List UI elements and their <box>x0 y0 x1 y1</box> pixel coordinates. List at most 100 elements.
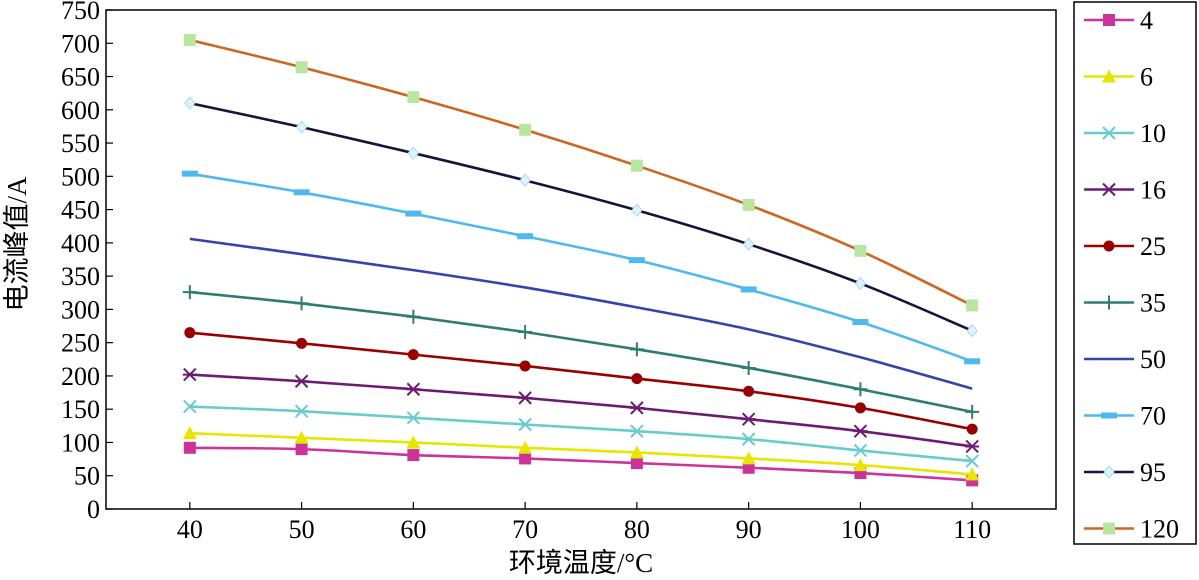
data-point <box>630 159 643 172</box>
legend-item: 6 <box>1084 63 1153 92</box>
data-point <box>853 424 868 438</box>
data-point <box>181 170 198 177</box>
data-point <box>629 445 644 459</box>
x-tick-label: 90 <box>736 515 762 544</box>
legend-label: 16 <box>1140 176 1166 205</box>
data-point <box>853 382 868 397</box>
legend-marker <box>1103 240 1115 252</box>
x-tick-label: 50 <box>289 515 315 544</box>
data-point <box>853 443 868 458</box>
x-tick-label: 40 <box>177 515 203 544</box>
x-tick-label: 80 <box>624 515 650 544</box>
data-point <box>295 61 308 74</box>
x-axis: 40 50 60 70 80 90 100 110 <box>177 502 991 544</box>
data-point <box>519 123 532 136</box>
data-point <box>965 404 980 419</box>
y-tick-label: 350 <box>61 262 100 291</box>
y-tick-label: 250 <box>61 329 100 358</box>
series-line <box>189 431 973 476</box>
data-point <box>966 323 978 338</box>
y-tick-label: 750 <box>61 0 100 25</box>
legend-marker <box>1101 412 1117 419</box>
data-point <box>294 430 309 444</box>
data-point <box>407 91 420 104</box>
x-axis-title: 环境温度/°C <box>509 548 653 578</box>
legend-label: 35 <box>1140 289 1166 318</box>
y-tick-label: 300 <box>61 295 100 324</box>
data-point <box>184 96 196 110</box>
data-point <box>407 449 420 462</box>
data-point <box>965 454 979 468</box>
legend-label: 4 <box>1140 6 1153 35</box>
series-6 <box>182 426 980 481</box>
data-point <box>628 257 645 264</box>
legend-marker <box>1103 522 1115 535</box>
data-point <box>742 461 755 474</box>
data-point <box>182 367 197 382</box>
data-point <box>965 439 980 454</box>
legend-box <box>1073 1 1197 545</box>
y-tick-label: 50 <box>74 462 100 491</box>
legend-item: 10 <box>1084 119 1166 148</box>
y-axis: 0 50 100 150 200 250 300 350 400 450 500 550 600 650 7… <box>61 0 113 524</box>
data-point <box>182 426 197 440</box>
data-point <box>184 327 196 339</box>
series-line <box>189 237 973 390</box>
data-point <box>740 286 757 293</box>
series-line <box>189 405 973 463</box>
data-point <box>183 399 197 414</box>
data-point <box>742 237 755 251</box>
data-point <box>966 299 979 312</box>
data-point <box>294 374 309 388</box>
legend-label: 10 <box>1140 119 1166 148</box>
legend-item: 50 <box>1084 345 1166 374</box>
data-point <box>294 296 309 311</box>
legend-item: 25 <box>1084 232 1166 261</box>
data-point <box>742 198 755 211</box>
y-tick-label: 450 <box>61 196 100 225</box>
legend-marker <box>1102 126 1116 140</box>
legend-label: 95 <box>1140 458 1166 487</box>
data-point <box>296 337 308 349</box>
y-tick-label: 550 <box>61 129 100 158</box>
legend-label: 70 <box>1140 402 1166 431</box>
data-point <box>518 391 533 405</box>
data-point <box>518 417 532 432</box>
series-line <box>189 172 973 363</box>
y-axis-title: 电流峰值/A <box>2 176 32 312</box>
data-point <box>631 203 643 218</box>
data-point <box>966 423 978 435</box>
legend-marker <box>1103 14 1115 26</box>
data-point <box>518 325 533 340</box>
legend-item: 120 <box>1084 515 1179 544</box>
series-line <box>189 331 973 431</box>
series-line <box>189 38 973 307</box>
legend-marker <box>1102 69 1116 83</box>
series-70 <box>181 170 981 365</box>
data-point <box>182 285 197 300</box>
data-point <box>183 33 196 46</box>
legend-item: 16 <box>1084 176 1166 205</box>
legend: 4 6 10 16 25 35 50 70 95 120 <box>1084 6 1179 544</box>
y-tick-label: 400 <box>61 229 100 258</box>
y-tick-label: 600 <box>61 96 100 125</box>
data-point <box>293 189 310 196</box>
x-tick-label: 60 <box>400 515 426 544</box>
legend-marker <box>1102 295 1116 310</box>
data-point <box>741 412 756 426</box>
data-point <box>294 404 309 418</box>
data-point <box>964 358 981 365</box>
y-tick-label: 700 <box>61 29 100 58</box>
data-point <box>631 373 643 385</box>
data-point <box>519 173 531 188</box>
data-point <box>517 233 534 240</box>
data-point <box>630 424 644 438</box>
data-point <box>405 210 422 217</box>
series-50 <box>189 237 973 390</box>
legend-label: 50 <box>1140 345 1166 374</box>
data-point <box>741 360 756 375</box>
series-line <box>189 290 973 414</box>
x-tick-label: 100 <box>841 515 880 544</box>
legend-label: 120 <box>1140 515 1179 544</box>
